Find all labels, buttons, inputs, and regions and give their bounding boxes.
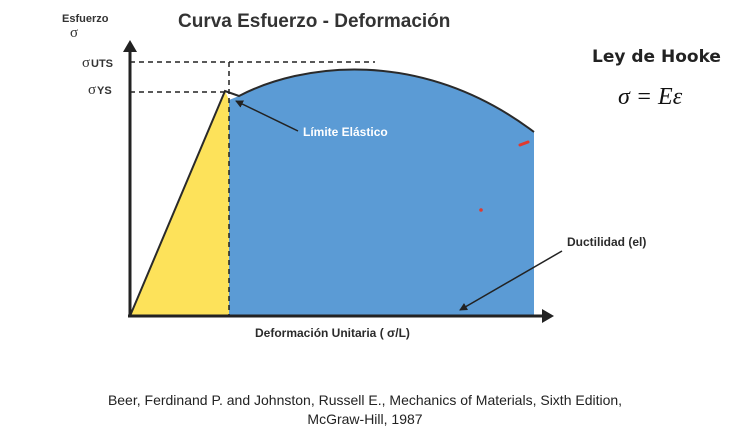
diagram-title: Curva Esfuerzo - Deformación bbox=[178, 11, 450, 32]
elastic-limit-label: Límite Elástico bbox=[303, 125, 388, 139]
red-dot bbox=[479, 208, 483, 212]
y-axis-symbol: σ bbox=[70, 25, 78, 41]
red-mark bbox=[518, 140, 530, 147]
ys-marker-symbol: σ bbox=[88, 82, 96, 98]
citation: Beer, Ferdinand P. and Johnston, Russell… bbox=[0, 391, 730, 429]
citation-line-2: McGraw-Hill, 1987 bbox=[307, 411, 423, 427]
stress-strain-curve bbox=[129, 68, 535, 317]
ys-marker-subscript: YS bbox=[97, 85, 112, 97]
y-axis-label: Esfuerzo bbox=[62, 13, 109, 25]
x-axis-label: Deformación Unitaria ( σ/L) bbox=[255, 326, 410, 340]
uts-marker-subscript: UTS bbox=[91, 58, 113, 70]
ductility-label: Ductilidad (el) bbox=[567, 235, 646, 249]
x-axis-arrow-icon bbox=[542, 309, 554, 323]
y-axis-arrow-icon bbox=[123, 40, 137, 52]
hooke-equation: σ = Eε bbox=[618, 84, 683, 110]
citation-line-1: Beer, Ferdinand P. and Johnston, Russell… bbox=[107, 392, 623, 408]
uts-marker-symbol: σ bbox=[82, 55, 90, 71]
hooke-title: Ley de Hooke bbox=[592, 47, 721, 67]
plastic-region bbox=[229, 69, 534, 316]
ductility-arrow bbox=[459, 250, 563, 311]
elastic-limit-arrow bbox=[235, 100, 299, 132]
